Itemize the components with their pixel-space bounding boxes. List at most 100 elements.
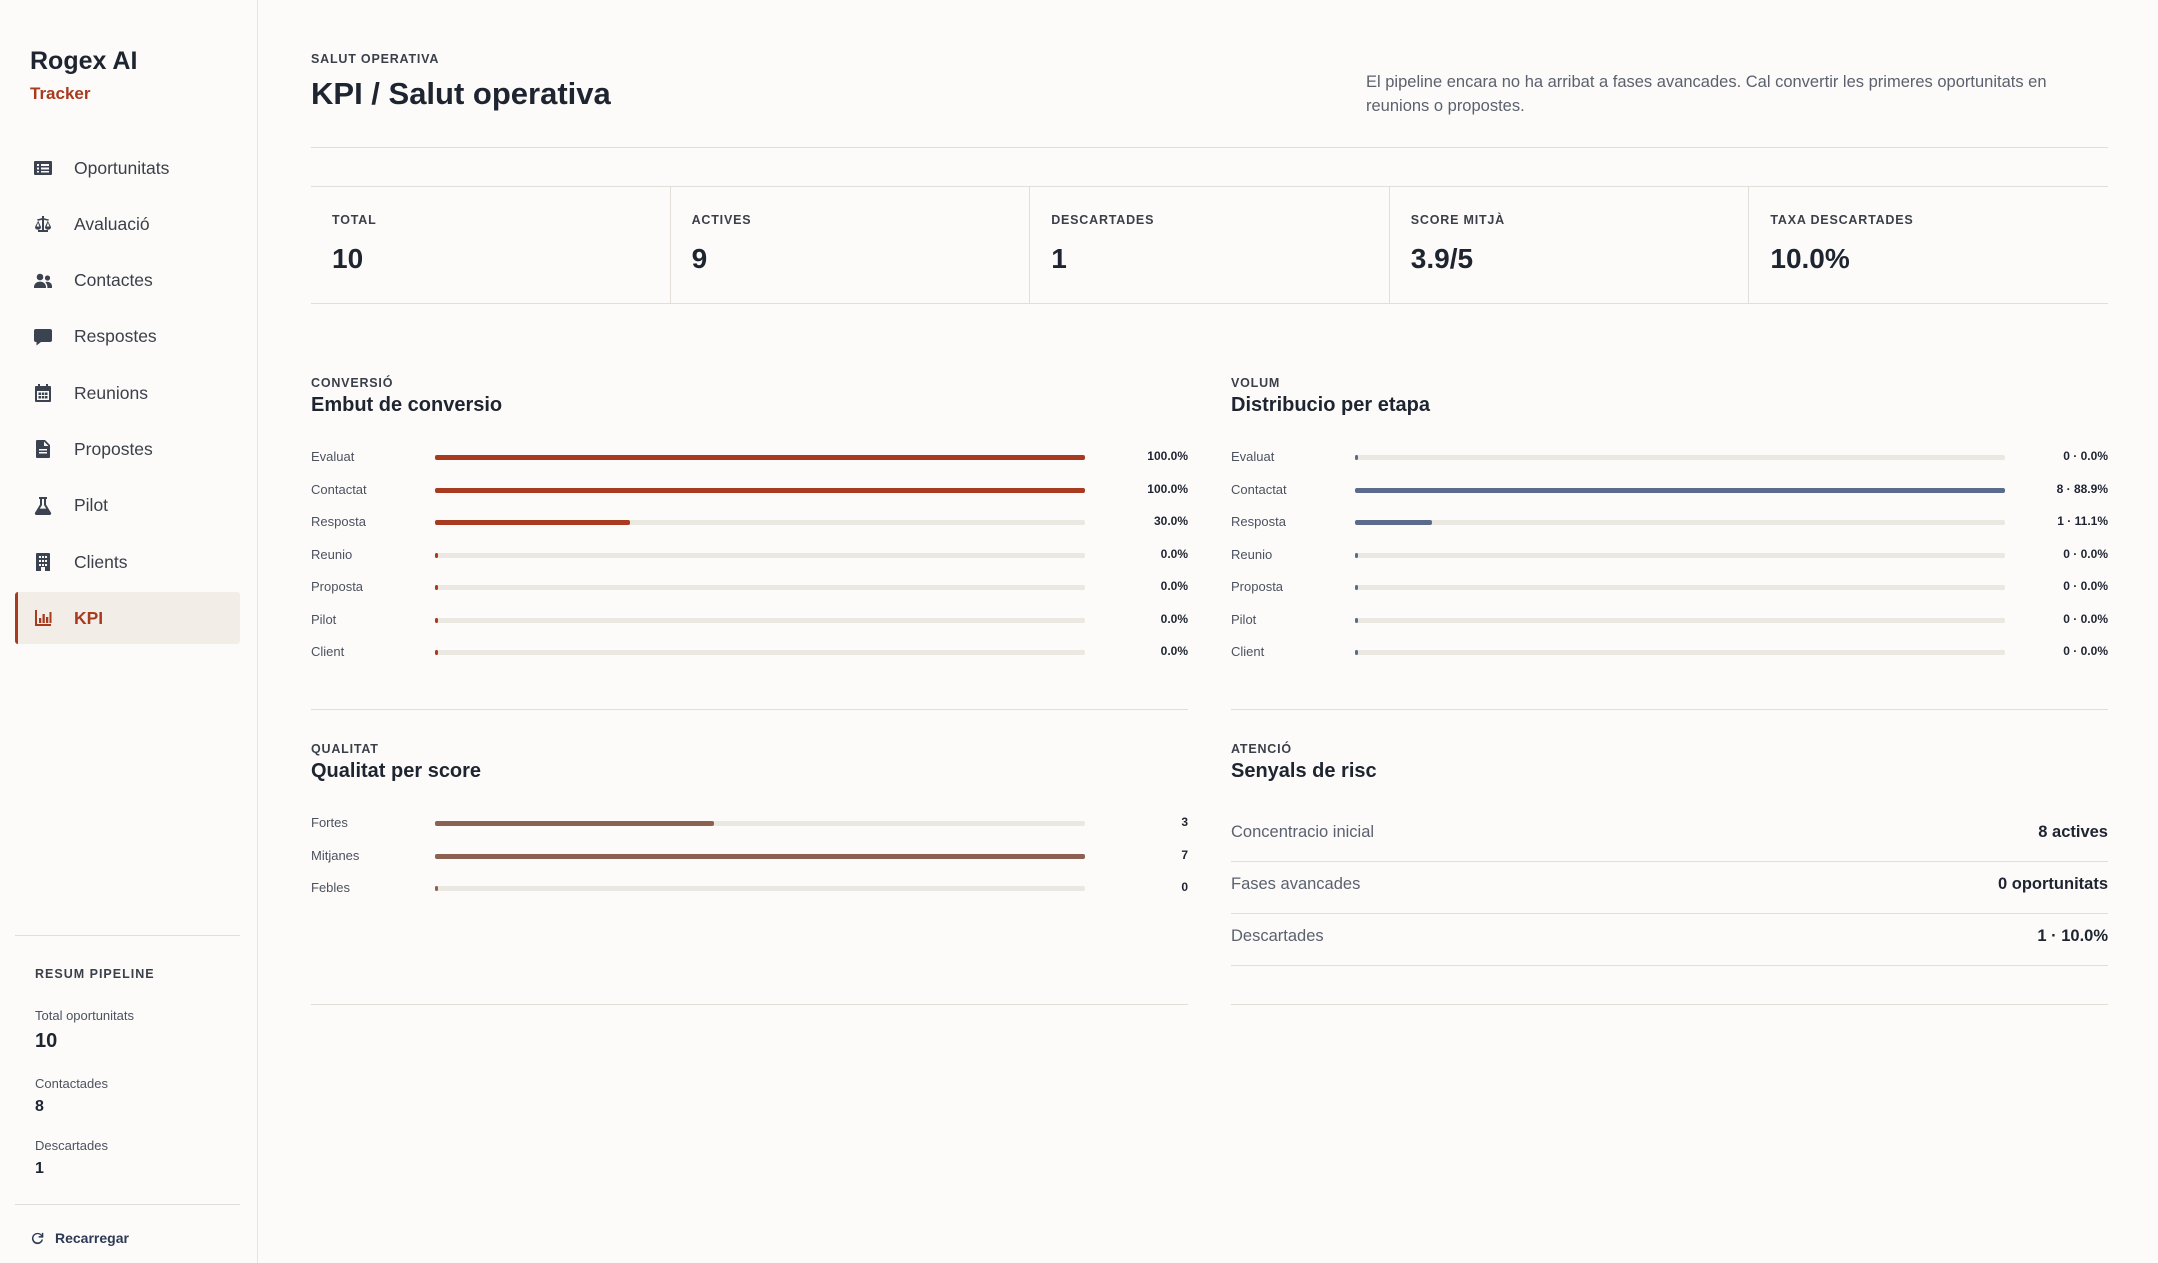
calendar-icon — [32, 382, 54, 404]
volume-row: Reunio 0 · 0.0% — [1231, 545, 2108, 565]
bar-value: 7 — [1181, 847, 1188, 862]
bar-fill — [435, 821, 714, 826]
page-eyebrow: SALUT OPERATIVA — [311, 52, 440, 66]
stat-descartades: DESCARTADES 1 — [1029, 187, 1389, 303]
bar-track — [435, 455, 1085, 460]
bar-track — [1355, 617, 2005, 623]
sidebar-item-respostes[interactable]: Respostes — [15, 311, 240, 363]
risk-value: 8 actives — [2038, 823, 2108, 841]
brand-title: Rogex AI — [30, 47, 138, 75]
stat-value: 10 — [332, 243, 364, 274]
stat-label: TOTAL — [332, 213, 377, 227]
sidebar-item-label: Pilot — [74, 495, 109, 516]
bar-value: 0 · 0.0% — [2063, 579, 2108, 593]
bar-value: 0.0% — [1160, 546, 1188, 561]
bar-label: Evaluat — [1231, 449, 1275, 464]
reload-label: Recarregar — [55, 1230, 129, 1246]
bar-track — [435, 487, 1085, 493]
sidebar-item-oportunitats[interactable]: Oportunitats — [15, 142, 240, 194]
bar-track — [435, 617, 1085, 623]
quality-row: Fortes 3 — [311, 813, 1188, 833]
page-title: KPI / Salut operativa — [311, 76, 611, 111]
bar-value: 0 · 0.0% — [2063, 611, 2108, 626]
bar-track — [435, 552, 1085, 558]
bar-label: Client — [1231, 644, 1265, 659]
bar-fill — [435, 617, 438, 623]
bar-label: Febles — [311, 880, 351, 895]
bar-label: Pilot — [311, 611, 337, 627]
resum-heading: RESUM PIPELINE — [35, 967, 155, 981]
flask-icon — [32, 495, 54, 517]
bar-track — [1355, 650, 2005, 655]
bar-value: 0.0% — [1160, 644, 1188, 658]
bar-label: Reunio — [311, 546, 353, 562]
stat-label: ACTIVES — [691, 213, 752, 227]
risk-panel: ATENCIÓ Senyals de risc Concentracio ini… — [1231, 742, 2108, 992]
brand-subtitle: Tracker — [30, 84, 91, 103]
main-content: SALUT OPERATIVA KPI / Salut operativa El… — [258, 0, 2158, 1263]
stat-taxa-descartades: TAXA DESCARTADES 10.0% — [1748, 187, 2108, 303]
stat-score-mitja: SCORE MITJÀ 3.9/5 — [1388, 187, 1749, 303]
conversion-row: Client 0.0% — [311, 642, 1188, 662]
bar-label: Fortes — [311, 815, 348, 830]
risk-value: 0 oportunitats — [1998, 875, 2108, 893]
users-icon — [32, 270, 54, 292]
stat-actives: ACTIVES 9 — [669, 187, 1030, 303]
sidebar-item-propostes[interactable]: Propostes — [15, 423, 240, 475]
risk-label: Fases avancades — [1231, 875, 1361, 893]
sidebar-item-contactes[interactable]: Contactes — [15, 255, 240, 307]
sidebar-divider — [15, 1204, 240, 1205]
bar-value: 0 · 0.0% — [2063, 546, 2108, 561]
stats-strip: TOTAL 10 ACTIVES 9 DESCARTADES 1 SCORE M… — [311, 186, 2108, 304]
document-icon — [32, 438, 54, 460]
bar-label: Evaluat — [311, 449, 355, 464]
bar-value: 0 · 0.0% — [2063, 449, 2108, 463]
sidebar-item-avaluacio[interactable]: Avaluació — [15, 198, 240, 250]
risk-label: Concentracio inicial — [1231, 823, 1375, 841]
conversion-row: Reunio 0.0% — [311, 545, 1188, 565]
bar-fill — [435, 853, 1085, 859]
sidebar-item-label: KPI — [74, 607, 104, 628]
reload-button[interactable]: Recarregar — [30, 1230, 129, 1246]
bar-value: 0.0% — [1160, 611, 1188, 626]
conversion-row: Pilot 0.0% — [311, 610, 1188, 630]
panel-divider — [1231, 709, 2108, 710]
bar-fill — [1355, 520, 1432, 525]
volume-row: Client 0 · 0.0% — [1231, 642, 2108, 662]
bar-label: Reunio — [1231, 546, 1273, 562]
bar-value: 3 — [1181, 815, 1188, 829]
bar-label: Proposta — [1231, 579, 1284, 594]
bar-label: Proposta — [311, 579, 364, 594]
volume-eyebrow: VOLUM — [1231, 376, 1281, 390]
bar-track — [435, 520, 1085, 525]
header-divider — [311, 147, 2108, 148]
bar-value: 100.0% — [1147, 449, 1188, 463]
risk-eyebrow: ATENCIÓ — [1231, 742, 1292, 756]
sidebar-item-kpi[interactable]: KPI — [15, 592, 240, 645]
bar-fill — [435, 455, 1085, 460]
sidebar-item-clients[interactable]: Clients — [15, 536, 240, 588]
bar-label: Mitjanes — [311, 847, 360, 863]
bar-value: 30.0% — [1153, 514, 1188, 528]
panel-divider — [311, 1004, 1188, 1005]
bar-fill — [1355, 487, 2005, 493]
conversion-eyebrow: CONVERSIÓ — [311, 376, 394, 390]
risk-row: Fases avancades 0 oportunitats — [1231, 862, 2108, 914]
stat-total: TOTAL 10 — [311, 187, 670, 303]
comment-icon — [32, 326, 54, 348]
volume-row: Pilot 0 · 0.0% — [1231, 610, 2108, 630]
bar-track — [435, 886, 1085, 891]
sidebar-item-label: Oportunitats — [74, 157, 170, 178]
conversion-row: Proposta 0.0% — [311, 577, 1188, 597]
resum-total-value: 10 — [35, 1030, 58, 1052]
quality-row: Febles 0 — [311, 878, 1188, 898]
bar-track — [435, 821, 1085, 826]
sidebar: Rogex AI Tracker Oportunitats Avaluació … — [0, 0, 258, 1263]
conversion-title: Embut de conversio — [311, 394, 503, 416]
bar-fill — [1355, 455, 1358, 460]
sidebar-item-reunions[interactable]: Reunions — [15, 367, 240, 419]
bar-track — [435, 853, 1085, 859]
sidebar-item-pilot[interactable]: Pilot — [15, 480, 240, 532]
chart-icon — [32, 607, 54, 629]
panel-divider — [311, 709, 1188, 710]
